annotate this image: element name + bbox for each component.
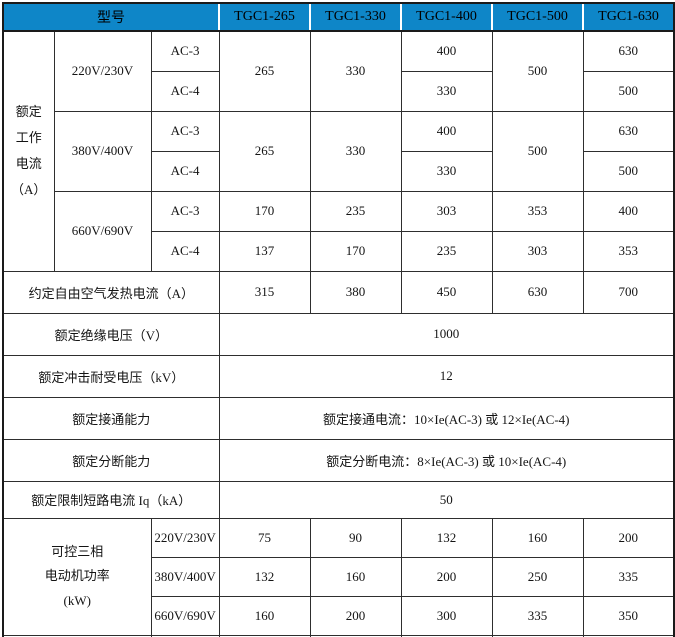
voltage-label-660: 660V/690V (53, 190, 152, 272)
value-cell: 315 (218, 270, 311, 314)
value-cell: 1000 (218, 312, 675, 356)
value-cell: 450 (400, 270, 493, 314)
value-cell: 250 (491, 556, 584, 597)
table-row: AC-4 137 170 235 303 353 (3, 230, 675, 272)
value-cell: 330 (400, 70, 493, 112)
value-cell: 265 (218, 30, 311, 112)
value-cell: 630 (582, 110, 675, 152)
value-cell: 200 (400, 556, 493, 597)
value-cell: 265 (218, 110, 311, 192)
voltage-label-380: 380V/400V (150, 556, 220, 597)
value-cell: 额定接通电流：10×Ie(AC-3) 或 12×Ie(AC-4) (218, 396, 675, 440)
table-row: 380V/400V 132 160 200 250 335 (3, 556, 675, 597)
table-row: 约定自由空气发热电流（A） 315 380 450 630 700 (2, 270, 675, 314)
table-row: 额定 工作 电流 （A） 220V/230V AC-3 265 330 400 … (2, 30, 675, 272)
value-cell: 400 (582, 190, 675, 232)
table-row: 额定分断能力 额定分断电流：8×Ie(AC-3) 或 10×Ie(AC-4) (2, 438, 675, 482)
value-cell: 303 (491, 230, 584, 272)
partial-row (2, 634, 675, 637)
value-cell: 500 (582, 70, 675, 112)
row-label-thermal-current: 约定自由空气发热电流（A） (2, 270, 220, 314)
ac-class-label: AC-3 (150, 110, 220, 152)
model-header-tgc1-500: TGC1-500 (491, 2, 584, 32)
voltage-label-220: 220V/230V (53, 30, 152, 112)
table-row: 额定冲击耐受电压（kV） 12 (2, 354, 675, 398)
rated-current-section-label: 额定 工作 电流 （A） (2, 30, 55, 272)
value-cell: 353 (491, 190, 584, 232)
value-cell: 303 (400, 190, 493, 232)
value-cell: 90 (309, 517, 402, 558)
model-header-tgc1-400: TGC1-400 (400, 2, 493, 32)
value-cell: 额定分断电流：8×Ie(AC-3) 或 10×Ie(AC-4) (218, 438, 675, 482)
voltage-label-660: 660V/690V (150, 595, 220, 636)
value-cell: 160 (491, 517, 584, 558)
value-cell: 137 (218, 230, 311, 272)
value-cell: 335 (491, 595, 584, 636)
value-cell: 630 (491, 270, 584, 314)
value-cell: 12 (218, 354, 675, 398)
value-cell: 170 (309, 230, 402, 272)
value-cell: 630 (582, 30, 675, 72)
value-cell: 700 (582, 270, 675, 314)
value-cell: 500 (582, 150, 675, 192)
row-label-short-circuit-current: 额定限制短路电流 Iq（kA） (2, 480, 220, 519)
row-label-impulse-voltage: 额定冲击耐受电压（kV） (2, 354, 220, 398)
value-cell: 160 (218, 595, 311, 636)
table-row: 可控三相 电动机功率 (kW) 220V/230V 75 90 132 160 … (2, 517, 675, 636)
model-header-tgc1-330: TGC1-330 (309, 2, 402, 32)
model-column-header: 型号 (2, 2, 220, 32)
voltage-label-380: 380V/400V (53, 110, 152, 192)
ac-class-label: AC-3 (150, 190, 220, 232)
value-cell: 350 (582, 595, 675, 636)
model-header-tgc1-265: TGC1-265 (218, 2, 311, 32)
value-cell: 400 (400, 110, 493, 152)
value-cell: 330 (309, 110, 402, 192)
value-cell: 330 (400, 150, 493, 192)
table-row: 额定绝缘电压（V） 1000 (2, 312, 675, 356)
table-row: 660V/690V 160 200 300 335 350 (3, 595, 675, 636)
empty-cell (150, 634, 220, 637)
value-cell: 132 (400, 517, 493, 558)
row-label-breaking-capacity: 额定分断能力 (2, 438, 220, 482)
table-row: AC-4 330 500 (3, 150, 675, 192)
table-row: 380V/400V AC-3 265 330 400 500 630 (3, 110, 675, 192)
value-cell: 200 (582, 517, 675, 558)
motor-power-section-label: 可控三相 电动机功率 (kW) (2, 517, 152, 636)
ac-class-label: AC-3 (150, 30, 220, 72)
value-cell: 75 (218, 517, 311, 558)
empty-cell (582, 634, 675, 637)
value-cell: 500 (491, 30, 584, 112)
table-row: 额定限制短路电流 Iq（kA） 50 (2, 480, 675, 519)
ac-class-label: AC-4 (150, 230, 220, 272)
table-row: AC-4 330 500 (3, 70, 675, 112)
value-cell: 235 (309, 190, 402, 232)
ac-class-label: AC-4 (150, 150, 220, 192)
value-cell: 353 (582, 230, 675, 272)
value-cell: 330 (309, 30, 402, 112)
voltage-label-220: 220V/230V (150, 517, 220, 558)
table-row: 660V/690V AC-3 170 235 303 353 400 (3, 190, 675, 272)
value-cell: 400 (400, 30, 493, 72)
ac-class-label: AC-4 (150, 70, 220, 112)
value-cell: 300 (400, 595, 493, 636)
value-cell: 200 (309, 595, 402, 636)
row-label-insulation-voltage: 额定绝缘电压（V） (2, 312, 220, 356)
value-cell: 160 (309, 556, 402, 597)
table-header-row: 型号 TGC1-265 TGC1-330 TGC1-400 TGC1-500 T… (2, 2, 675, 32)
value-cell: 170 (218, 190, 311, 232)
value-cell: 335 (582, 556, 675, 597)
value-cell: 235 (400, 230, 493, 272)
value-cell: 132 (218, 556, 311, 597)
value-cell: 500 (491, 110, 584, 192)
value-cell: 380 (309, 270, 402, 314)
model-header-tgc1-630: TGC1-630 (582, 2, 675, 32)
table-row: 额定接通能力 额定接通电流：10×Ie(AC-3) 或 12×Ie(AC-4) (2, 396, 675, 440)
value-cell: 50 (218, 480, 675, 519)
row-label-making-capacity: 额定接通能力 (2, 396, 220, 440)
